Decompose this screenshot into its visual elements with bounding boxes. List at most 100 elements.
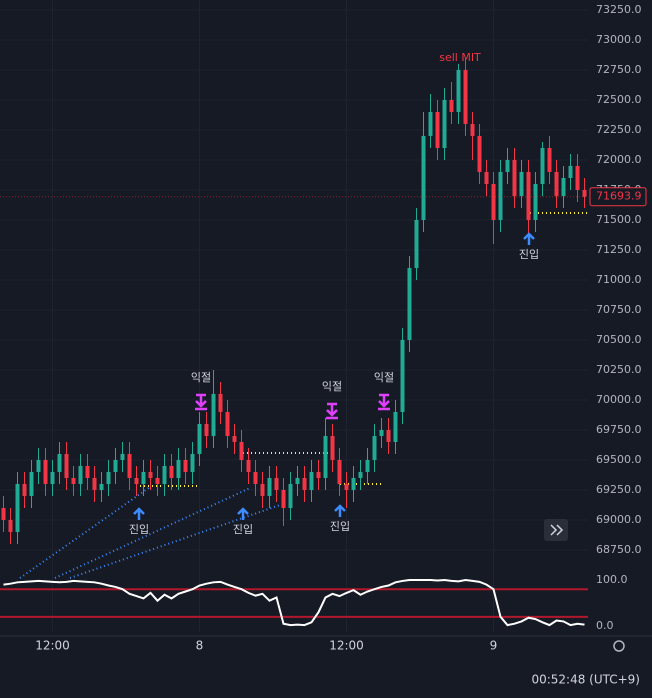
y-tick-label: 69750.0 bbox=[596, 423, 642, 436]
candle-body bbox=[386, 429, 391, 442]
clock: 00:52:48 (UTC+9) bbox=[531, 673, 640, 687]
y-tick-label: 69250.0 bbox=[596, 483, 642, 496]
exit-arrow bbox=[378, 393, 390, 411]
candle-body bbox=[379, 429, 384, 436]
last-price-label: 71693.9 bbox=[596, 190, 642, 203]
candle-body bbox=[554, 171, 559, 196]
candle-body bbox=[330, 435, 335, 460]
y-tick-label: 69500.0 bbox=[596, 453, 642, 466]
entry-arrow bbox=[237, 507, 249, 520]
y-tick-label: 72500.0 bbox=[596, 93, 642, 106]
candle-body bbox=[239, 441, 244, 460]
candle-body bbox=[337, 459, 342, 484]
candle-body bbox=[288, 483, 293, 508]
candle-body bbox=[547, 147, 552, 172]
annotation: 진입 bbox=[519, 248, 539, 261]
candle-body bbox=[428, 111, 433, 136]
last-price-box bbox=[589, 187, 647, 207]
y-tick-label: 100.0 bbox=[596, 573, 628, 586]
candle-body bbox=[582, 189, 587, 197]
candle-body bbox=[99, 483, 104, 490]
candle-body bbox=[64, 453, 69, 478]
annotation: 진입 bbox=[330, 520, 350, 533]
y-tick-label: 0.0 bbox=[596, 619, 614, 632]
candle-body bbox=[477, 135, 482, 172]
guides bbox=[19, 212, 588, 579]
candle-body bbox=[512, 159, 517, 196]
candle-body bbox=[36, 459, 41, 472]
candle-body bbox=[267, 477, 272, 496]
candle-body bbox=[442, 99, 447, 148]
candle-body bbox=[463, 69, 468, 124]
candle-body bbox=[141, 471, 146, 484]
y-tick-label: 68750.0 bbox=[596, 543, 642, 556]
candle-body bbox=[1, 507, 6, 520]
candle-body bbox=[372, 435, 377, 460]
candle-body bbox=[50, 471, 55, 484]
scroll-icon bbox=[550, 524, 564, 536]
candle-body bbox=[155, 477, 160, 484]
candle-body bbox=[484, 171, 489, 184]
y-tick-label: 71250.0 bbox=[596, 243, 642, 256]
candle-body bbox=[456, 69, 461, 112]
candle-body bbox=[449, 99, 454, 112]
candle-body bbox=[365, 459, 370, 472]
settings-icon[interactable] bbox=[613, 640, 625, 652]
candle-body bbox=[211, 393, 216, 436]
candle-body bbox=[435, 111, 440, 148]
candle-body bbox=[169, 465, 174, 478]
candle-body bbox=[540, 147, 545, 184]
entry-arrow bbox=[523, 232, 535, 245]
annotation: sell MIT bbox=[439, 51, 481, 64]
candle-body bbox=[29, 471, 34, 496]
indicator-line bbox=[3, 578, 585, 627]
candle-body bbox=[491, 183, 496, 220]
y-tick-label: 70750.0 bbox=[596, 303, 642, 316]
candle-body bbox=[575, 165, 580, 190]
candle-body bbox=[113, 459, 118, 472]
candle-body bbox=[498, 171, 503, 220]
x-tick-label: 9 bbox=[490, 639, 498, 653]
candle-body bbox=[519, 171, 524, 196]
candle-body bbox=[78, 465, 83, 484]
candle-body bbox=[323, 435, 328, 478]
candle-body bbox=[302, 477, 307, 490]
candle-body bbox=[351, 477, 356, 490]
grid bbox=[0, 0, 588, 632]
candle-body bbox=[225, 411, 230, 436]
candle-body bbox=[253, 471, 258, 484]
y-tick-label: 71000.0 bbox=[596, 273, 642, 286]
x-tick-label: 12:00 bbox=[35, 639, 70, 653]
candle-body bbox=[85, 465, 90, 478]
y-tick-label: 69000.0 bbox=[596, 513, 642, 526]
candle-body bbox=[43, 459, 48, 484]
candle-body bbox=[218, 393, 223, 412]
candle-body bbox=[92, 477, 97, 490]
y-tick-label: 72250.0 bbox=[596, 123, 642, 136]
candle-body bbox=[316, 471, 321, 478]
candle-body bbox=[470, 123, 475, 136]
y-tick-label: 71500.0 bbox=[596, 213, 642, 226]
y-tick-label: 70500.0 bbox=[596, 333, 642, 346]
candle-body bbox=[197, 423, 202, 454]
candle-body bbox=[393, 411, 398, 442]
candle-body bbox=[120, 453, 125, 460]
candle-body bbox=[505, 159, 510, 172]
y-tick-label: 72000.0 bbox=[596, 153, 642, 166]
annotation: 진입 bbox=[233, 523, 253, 536]
annotation: 진입 bbox=[129, 523, 149, 536]
y-tick-label: 73000.0 bbox=[596, 33, 642, 46]
candle-body bbox=[176, 459, 181, 478]
candle-body bbox=[22, 483, 27, 496]
blue-guide bbox=[19, 486, 151, 579]
exit-arrow bbox=[195, 393, 207, 411]
candle-body bbox=[232, 435, 237, 442]
candle-body bbox=[358, 471, 363, 478]
candle-body bbox=[260, 483, 265, 496]
candle-body bbox=[309, 471, 314, 490]
candle-body bbox=[281, 489, 286, 508]
candle-body bbox=[127, 453, 132, 478]
